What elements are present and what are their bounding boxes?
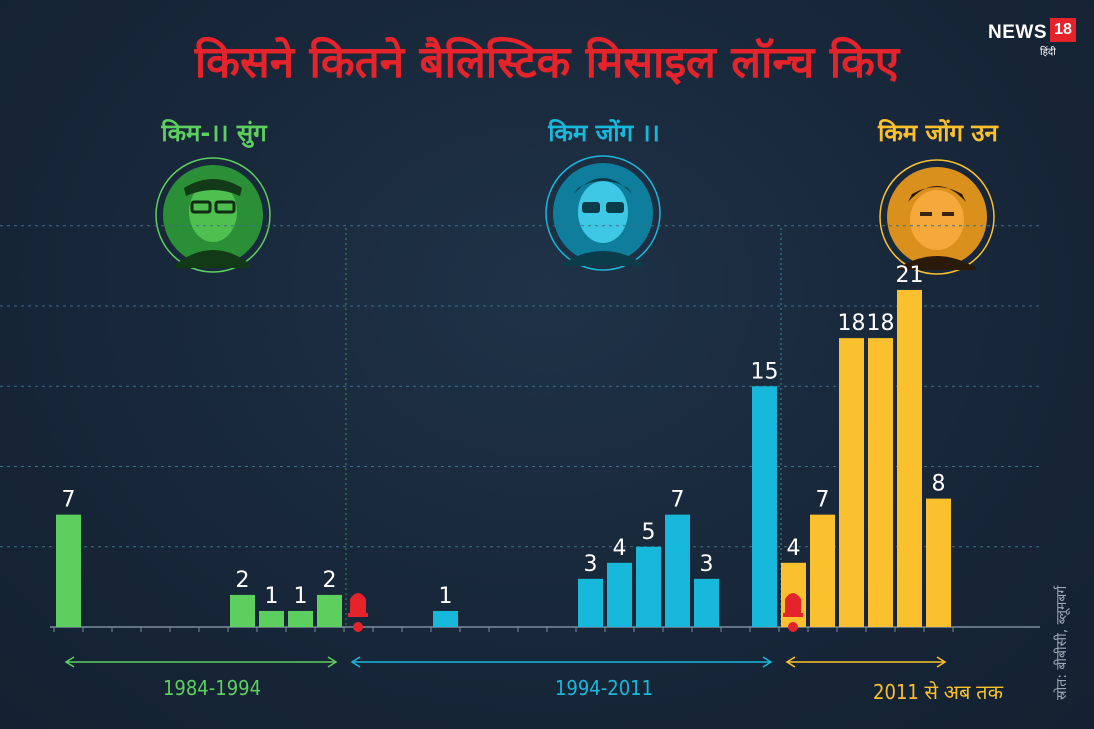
- data-label: 21: [896, 263, 924, 288]
- bar: [433, 610, 458, 627]
- bar: [56, 514, 81, 627]
- portrait-kim-il-sung-icon: [155, 157, 271, 273]
- data-label: 15: [751, 359, 779, 384]
- logo-sub: हिंदी: [1040, 47, 1056, 58]
- data-label: 18: [838, 311, 866, 336]
- bar: [636, 546, 661, 627]
- era-name-kim-jong-un: किम जोंग उन: [878, 119, 998, 147]
- range-arrow-right: [327, 656, 338, 668]
- range-label-kim-il-sung: 1984-1994: [162, 676, 262, 700]
- news18-logo: NEWS 18 हिंदी: [988, 18, 1080, 64]
- bar: [926, 498, 951, 627]
- era-name-kim-il-sung: किम-।। सुंग: [161, 119, 267, 147]
- logo-brand: NEWS: [988, 22, 1047, 43]
- data-label: 4: [787, 536, 801, 561]
- data-label: 2: [236, 568, 250, 593]
- bar: [259, 610, 284, 627]
- bar: [868, 338, 893, 627]
- range-arrow-left: [350, 656, 361, 668]
- data-label: 3: [584, 552, 598, 577]
- data-label: 1: [294, 584, 308, 609]
- range-arrow-left: [785, 656, 796, 668]
- bar: [752, 386, 777, 627]
- range-arrow-right: [762, 656, 773, 668]
- range-arrow-left: [64, 656, 75, 668]
- bar: [230, 594, 255, 627]
- data-label: 18: [867, 311, 895, 336]
- data-label: 1: [265, 584, 279, 609]
- bar: [839, 338, 864, 627]
- data-label: 7: [671, 488, 685, 513]
- range-arrow-right: [936, 656, 947, 668]
- data-label: 2: [323, 568, 337, 593]
- range-label-kim-jong-un: 2011 से अब तक: [873, 680, 1003, 704]
- bar: [607, 562, 632, 627]
- bar: [288, 610, 313, 627]
- bar: [810, 514, 835, 627]
- data-label: 5: [642, 520, 656, 545]
- succession-dot: [788, 622, 798, 632]
- data-label: 8: [932, 472, 946, 497]
- portrait-kim-jong-un-icon: [879, 159, 995, 275]
- data-label: 4: [613, 536, 627, 561]
- bar: [317, 594, 342, 627]
- throne-icon: [783, 593, 803, 617]
- data-label: 7: [62, 488, 76, 513]
- data-label: 7: [816, 488, 830, 513]
- portrait-kim-jong-il-icon: [545, 155, 661, 271]
- data-label: 1: [439, 584, 453, 609]
- bar: [694, 578, 719, 627]
- era-name-kim-jong-il: किम जोंग ।।: [548, 119, 660, 147]
- bar: [897, 289, 922, 627]
- range-label-kim-jong-il: 1994-2011: [554, 676, 654, 700]
- chart-title: किसने कितने बैलिस्टिक मिसाइल लॉन्च किए: [194, 37, 900, 88]
- source-note: स्रोत: बीबीसी, ब्लूमबर्ग: [1054, 585, 1070, 700]
- succession-dot: [353, 622, 363, 632]
- throne-icon: [348, 593, 368, 617]
- bar: [665, 514, 690, 627]
- bar: [578, 578, 603, 627]
- logo-number: 18: [1050, 18, 1076, 42]
- data-label: 3: [700, 552, 714, 577]
